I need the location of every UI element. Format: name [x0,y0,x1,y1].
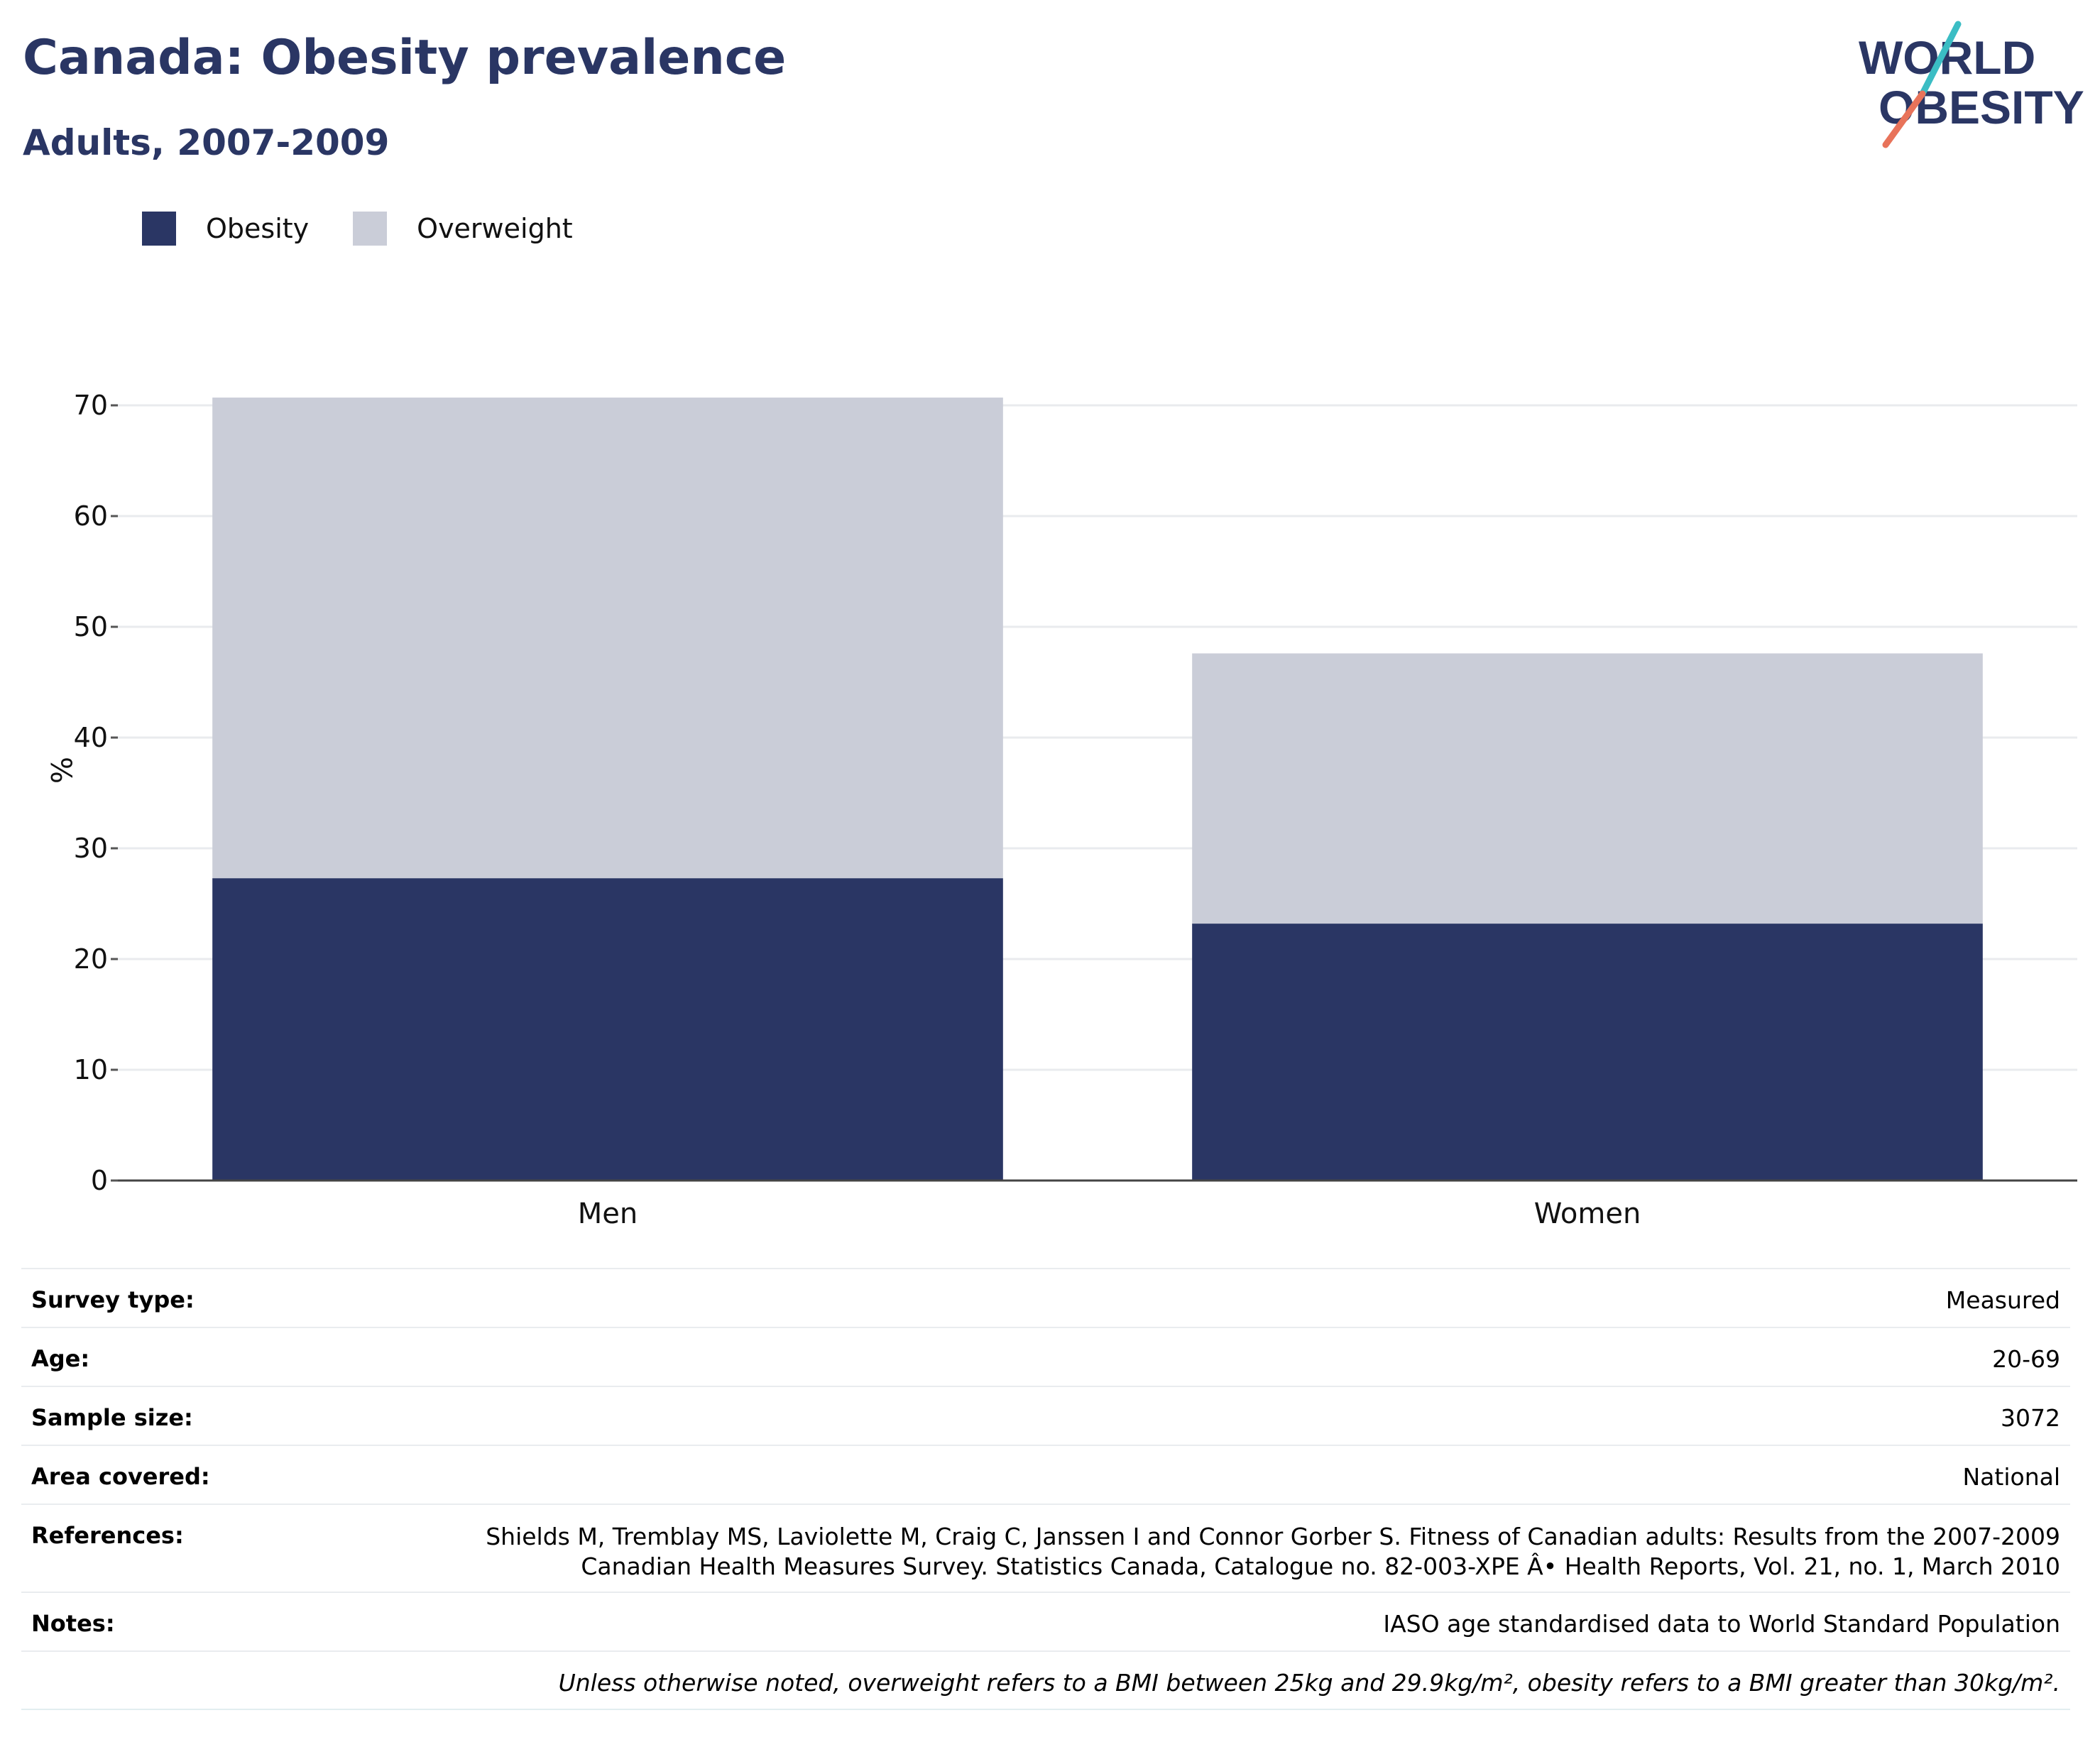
survey-type-label: Survey type: [31,1286,195,1313]
y-tick-label: 60 [74,500,108,532]
y-tick-label: 0 [91,1165,108,1196]
y-axis-label: % [44,757,77,784]
y-tick-label: 10 [74,1054,108,1085]
survey-info-table: Survey type: Measured Age: 20-69 Sample … [21,1268,2070,1710]
legend-label-obesity: Obesity [206,213,310,244]
bar-overweight-men [212,398,1003,879]
legend-item-overweight[interactable]: Overweight [353,212,573,246]
age-label: Age: [31,1345,90,1372]
logo-slash-teal [1919,21,1962,97]
info-row-area-covered: Area covered: National [21,1445,2070,1504]
info-row-footnote: Unless otherwise noted, overweight refer… [21,1650,2070,1710]
info-row-survey-type: Survey type: Measured [21,1268,2070,1327]
references-value: Shields M, Tremblay MS, Laviolette M, Cr… [486,1522,2060,1582]
y-tick-label: 40 [74,722,108,753]
info-row-sample-size: Sample size: 3072 [21,1386,2070,1445]
references-line-1: Shields M, Tremblay MS, Laviolette M, Cr… [486,1523,2060,1550]
bar-obesity-men [212,878,1003,1181]
area-covered-label: Area covered: [31,1463,210,1490]
info-row-age: Age: 20-69 [21,1327,2070,1386]
y-tick-label: 70 [74,390,108,421]
chart-legend: Obesity Overweight [142,212,617,246]
y-tick-label: 50 [74,611,108,642]
x-tick-label: Men [578,1198,638,1230]
sample-size-value: 3072 [2001,1404,2060,1432]
world-obesity-logo: WORLD OBESITY [1859,21,2084,148]
legend-label-overweight: Overweight [417,213,573,244]
sample-size-label: Sample size: [31,1404,193,1431]
legend-swatch-overweight [353,212,388,246]
logo-slash-coral [1882,90,1926,148]
bmi-footnote: Unless otherwise noted, overweight refer… [558,1669,2060,1697]
age-value: 20-69 [1992,1345,2060,1373]
survey-type-value: Measured [1945,1286,2060,1314]
bar-overweight-women [1192,653,1983,924]
notes-label: Notes: [31,1610,115,1637]
references-line-2: Canadian Health Measures Survey. Statist… [581,1552,2060,1580]
y-tick-label: 20 [74,943,108,975]
info-row-references: References: Shields M, Tremblay MS, Lavi… [21,1504,2070,1592]
references-label: References: [31,1522,184,1549]
legend-swatch-obesity [142,212,176,246]
notes-value: IASO age standardised data to World Stan… [1383,1610,2060,1638]
legend-item-obesity[interactable]: Obesity [142,212,309,246]
bar-chart: 0 10 20 30 40 50 60 70% Men Women [44,390,2077,1230]
chart-subtitle: Adults, 2007-2009 [23,122,390,163]
y-tick-label: 30 [74,833,108,864]
chart-title: Canada: Obesity prevalence [23,30,787,86]
area-covered-value: National [1962,1463,2060,1491]
bar-obesity-women [1192,924,1983,1181]
x-tick-label: Women [1534,1198,1641,1230]
info-row-notes: Notes: IASO age standardised data to Wor… [21,1592,2070,1650]
